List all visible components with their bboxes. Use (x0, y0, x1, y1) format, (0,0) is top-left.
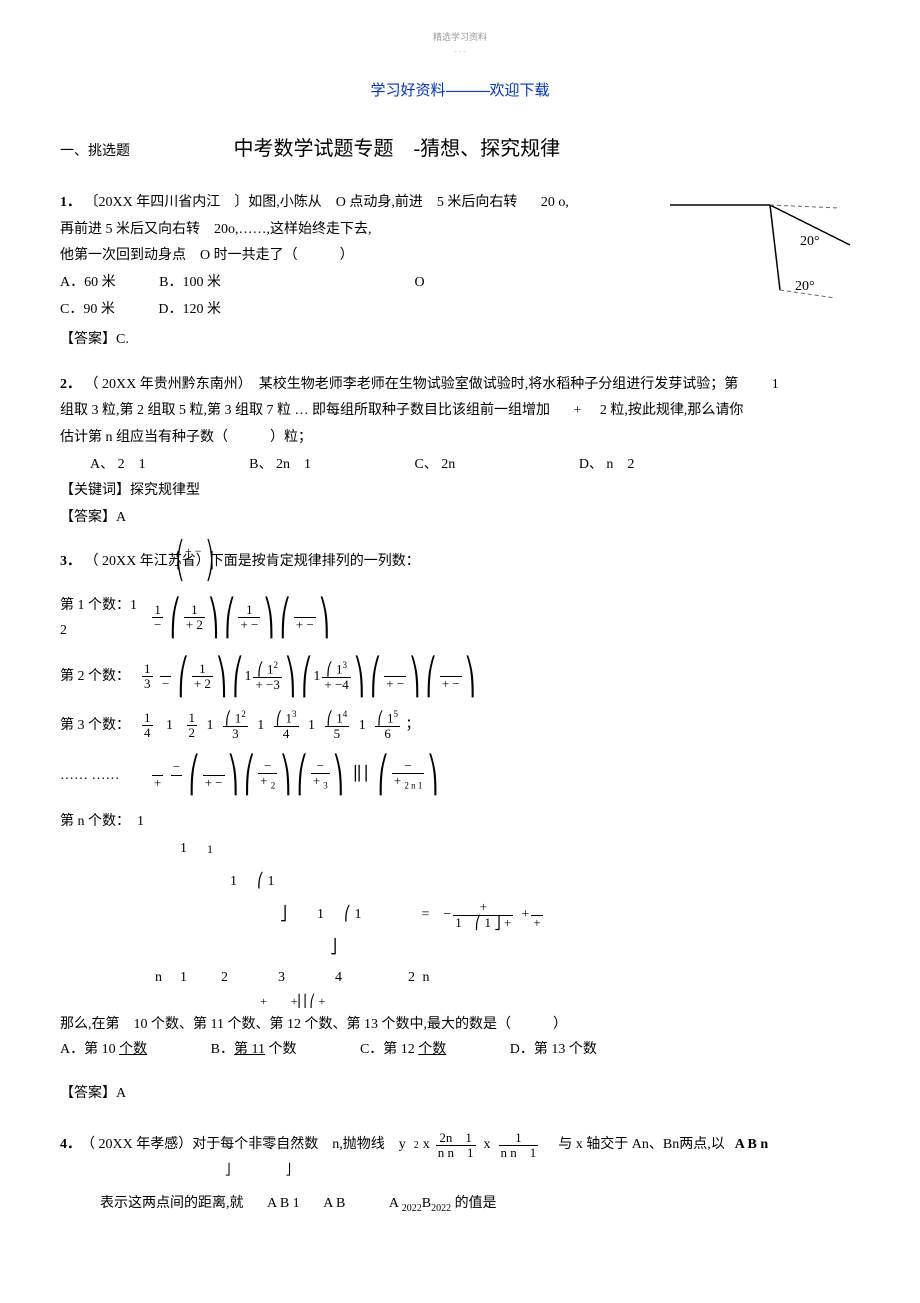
q1-optC: C．90 米 (60, 302, 115, 317)
q3-n-stack: 11 1⎛ 1 ⎦1⎛ 1 = − +1 ⎛ 1 ⎦ + + + ⎦ (140, 834, 860, 963)
header-left: 学习好资料 (371, 83, 446, 99)
header-dashes: ----------- (446, 83, 490, 99)
q4-num1: 2n 1 (436, 1131, 476, 1146)
q3-optD: D．第 13 个数 (510, 1042, 597, 1057)
q4-den2: n n 1 (499, 1146, 539, 1160)
q3-row2-label: 第 2 个数： (60, 664, 140, 689)
q4-ab1: A B 1 (267, 1196, 300, 1211)
question-1: 1． 〔20XX 年四川省内江 〕如图,小陈从 O 点动身,前进 5 米后向右转… (60, 190, 860, 354)
section-label: 一、挑选题 (60, 141, 130, 163)
q3-optB: B．第 11 个数 (211, 1042, 297, 1057)
q4-text4: 表示这两点间的距离,就 (100, 1196, 244, 1211)
q2-optD: D、 n 2 (579, 457, 635, 472)
q4-ab-last: A 2022B2022 的值是 (389, 1196, 497, 1211)
question-4: 4． （ 20XX 年孝感）对于每个非零自然数 n,抛物线 y 2 x 2n 1… (60, 1131, 860, 1218)
q3-row1-label: 第 1 个数：1 2 (60, 593, 140, 643)
q2-num1: 1 (772, 377, 779, 392)
q1-optA: A．60 米 (60, 275, 116, 290)
q3-row3-label: 第 3 个数： (60, 713, 140, 738)
q3-prefix: 3． (60, 554, 81, 569)
q1-optD: D．120 米 (158, 302, 221, 317)
q4-text1: （ 20XX 年孝感）对于每个非零自然数 n,抛物线 y (81, 1132, 406, 1159)
q1-text1: 〔20XX 年四川省内江 〕如图,小陈从 O 点动身,前进 5 米后向右转 (85, 195, 518, 210)
header-right: 欢迎下载 (489, 83, 549, 99)
q4-ab: A B (323, 1196, 345, 1211)
q1-angle1: 20 o, (541, 195, 569, 210)
q2-answer: 【答案】A (60, 505, 860, 532)
q2-plus: + (574, 403, 582, 418)
q4-sub2: 2 (414, 1136, 419, 1155)
q2-text2: 组取 3 粒,第 2 组取 5 粒,第 3 组取 7 粒 … 即每组所取种子数目… (60, 403, 550, 418)
title-row: 一、挑选题 中考数学试题专题 -猜想、探究规律 (60, 133, 860, 165)
q1-prefix: 1． (60, 195, 81, 210)
q1-angle-a: 20° (800, 234, 820, 249)
q1-angle-b: 20° (795, 279, 815, 294)
q2-prefix: 2． (60, 377, 81, 392)
q3-bottom-nums: n 1 2 3 4 2 n (155, 965, 860, 990)
q3-row1: 第 1 个数：1 2 1− ⎛1+ 2⎞ ⎛1+ −⎞ ⎛ + −⎞ (60, 593, 860, 643)
question-3: 3． （ 20XX 年江苏省）下面是按肯定规律排列的一列数： ⎛ ⎞ + − ⎝… (60, 549, 860, 1105)
q1-optB: B．100 米 (159, 275, 221, 290)
q2-optB: B、 2n 1 (249, 457, 311, 472)
q3-question: 那么,在第 10 个数、第 11 个数、第 12 个数、第 13 个数中,最大的… (60, 1012, 860, 1037)
question-2: 2． （ 20XX 年贵州黔东南州） 某校生物老师李老师在生物试验室做试验时,将… (60, 372, 860, 532)
q4-text3: A B n (735, 1132, 768, 1159)
q3-row3: 第 3 个数： 14 1 12 1 ⎛ 123 1 ⎛ 134 1 ⎛ 145 … (60, 710, 860, 741)
q2-num2: 2 粒,按此规律,那么请你 (600, 403, 744, 418)
q2-text3: 估计第 n 组应当有种子数（ ）粒； (60, 425, 860, 452)
q3-row2: 第 2 个数： 13 − ⎛1+ 2⎞ ⎛1⎛ 12+ −3⎞ ⎛1⎛ 13+ … (60, 657, 860, 697)
q4-x1: x (423, 1132, 430, 1159)
watermark-line1: 精选学习资料 (60, 30, 860, 44)
q2-optC: C、 2n (414, 457, 455, 472)
q1-O-inline: O (414, 275, 424, 290)
page-header: 学习好资料-----------欢迎下载 (60, 79, 860, 103)
q3-dots-row: …… …… + − ⎛ + −⎞ ⎛−+ 2⎞ ⎛−+ 3⎞ ⎟⎜⎜ ⎛−+ 2… (60, 755, 860, 795)
q1-answer: 【答案】C. (60, 327, 860, 354)
q4-x2: x (484, 1132, 491, 1159)
q3-intro: （ 20XX 年江苏省）下面是按肯定规律排列的一列数： (85, 554, 420, 569)
watermark-line2: - - - (60, 46, 860, 59)
q4-den1: n n 1 (436, 1146, 476, 1160)
q2-keyword: 【关键词】探究规律型 (60, 478, 860, 505)
q3-optA: A．第 10 个数 (60, 1042, 147, 1057)
q2-text1: （ 20XX 年贵州黔东南州） 某校生物老师李老师在生物试验室做试验时,将水稻种… (85, 377, 739, 392)
q3-optC: C．第 12 个数 (360, 1042, 446, 1057)
q4-prefix: 4． (60, 1132, 81, 1159)
q2-optA: A、 2 1 (90, 457, 146, 472)
q3-rown-label: 第 n 个数： 1 (60, 809, 860, 834)
q3-dots: …… …… (60, 763, 120, 788)
q4-text2: 与 x 轴交于 An、Bn两点,以 (558, 1132, 724, 1159)
q4-num2: 1 (499, 1131, 539, 1146)
q1-figure: 20° 20° (660, 190, 860, 310)
main-title: 中考数学试题专题 -猜想、探究规律 (234, 133, 561, 165)
q3-answer: 【答案】A (60, 1081, 860, 1106)
